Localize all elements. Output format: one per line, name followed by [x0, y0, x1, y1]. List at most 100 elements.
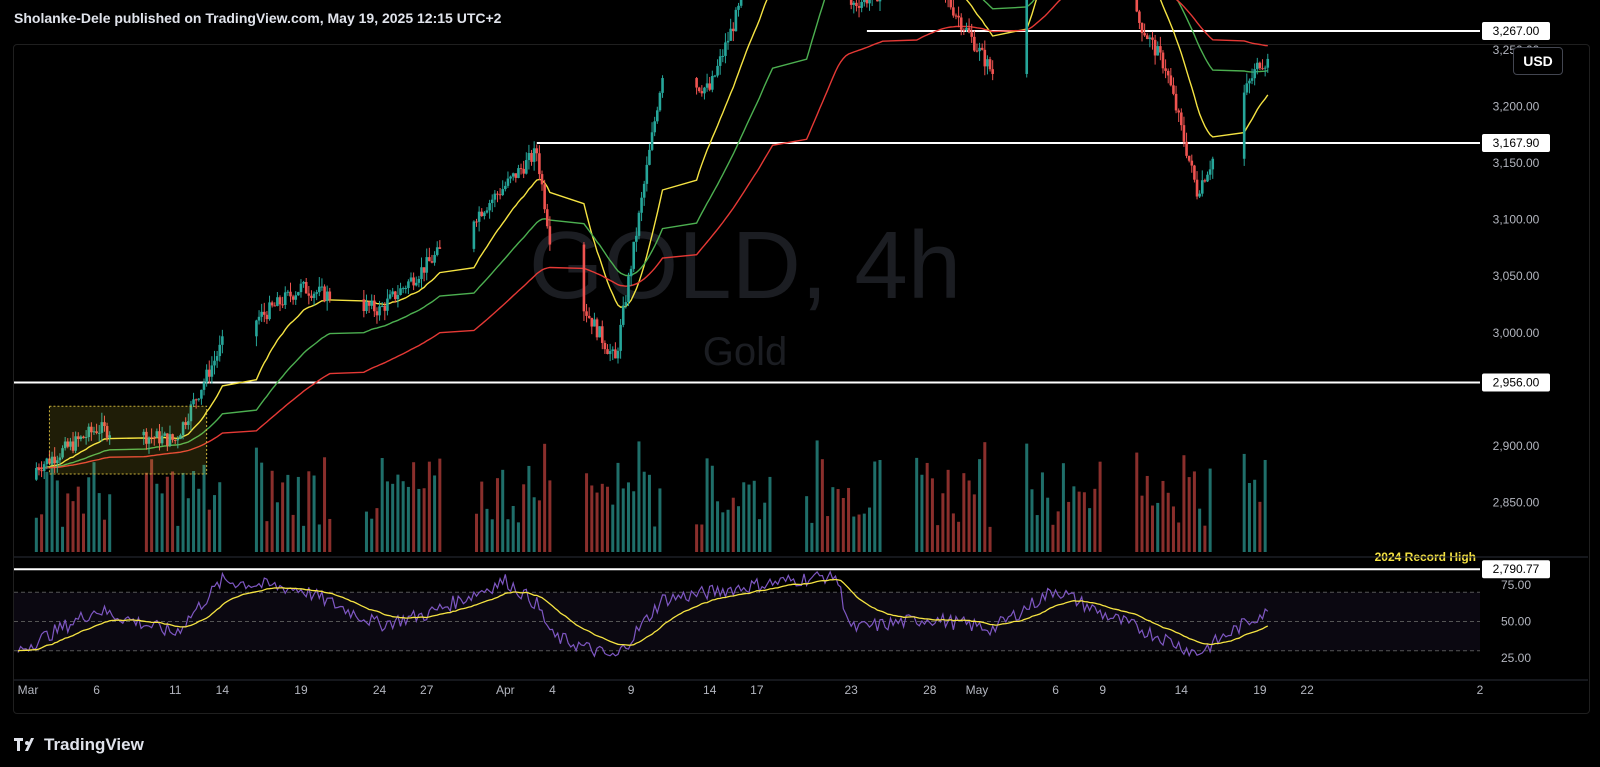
candle-body [658, 92, 662, 111]
currency-button[interactable]: USD [1513, 47, 1563, 75]
candle-body [621, 305, 625, 325]
volume-bar [317, 524, 321, 552]
candle-body [401, 288, 405, 290]
chart-area[interactable] [13, 44, 1590, 714]
volume-bar [286, 474, 290, 552]
tradingview-logo-icon [14, 738, 38, 752]
candle-body [590, 317, 594, 327]
candle-body [695, 78, 698, 88]
time-tick-label: May [966, 683, 989, 697]
candle-body [207, 369, 211, 377]
time-tick-label: 14 [216, 683, 230, 697]
candle-body [661, 78, 664, 93]
candle-body [957, 15, 960, 18]
candle-body [1153, 39, 1157, 56]
candle-body [548, 226, 552, 245]
candle-body [218, 344, 222, 357]
volume-bar [55, 480, 59, 552]
candle-body [215, 356, 219, 361]
candle-body [708, 83, 711, 90]
candle-body [37, 467, 41, 471]
time-axis[interactable]: Mar 6 11 14 19 24 27 Apr 4 9 14 17 23 28 May 6 9 14 19 22 2 [14, 679, 1588, 697]
candle-body [1208, 169, 1212, 175]
volume-bar [763, 502, 767, 552]
candle-body [716, 65, 719, 76]
volume-bar [150, 459, 154, 552]
volume-bar [527, 465, 531, 552]
volume-bar [590, 485, 594, 552]
candle-body [370, 300, 374, 306]
volume-bar [915, 457, 919, 552]
candle-body [147, 437, 151, 444]
volume-bar [1171, 506, 1175, 552]
candle-body [1156, 46, 1160, 56]
candle-body [855, 2, 858, 6]
footer-brand[interactable]: TradingView [14, 735, 144, 755]
candle-body [268, 302, 271, 320]
candle-body [1169, 75, 1173, 86]
candle-body [488, 203, 491, 211]
publisher-header: Sholanke-Dele published on TradingView.c… [14, 10, 502, 26]
candle-body [1200, 180, 1204, 194]
candle-body [1177, 110, 1180, 113]
candle-body [202, 382, 206, 390]
price-axis[interactable]: 3,400.003,267.003,167.902,956.002,790.77… [1482, 0, 1550, 579]
candle-body [543, 184, 546, 210]
candle-body [629, 268, 633, 277]
candle-body [255, 320, 258, 337]
volume-bar [946, 469, 950, 552]
candle-body [983, 49, 987, 67]
volume-bar [1198, 508, 1202, 552]
volume-bar [312, 475, 316, 552]
candle-body [954, 15, 958, 17]
price-tick-label: 3,050.00 [1493, 269, 1540, 283]
candle-body [645, 164, 649, 184]
candle-body [600, 326, 604, 343]
volume-bar [1093, 488, 1097, 552]
volume-bar [752, 480, 756, 552]
volume-bar [962, 473, 966, 552]
candle-body [1211, 158, 1215, 170]
volume-bar [422, 488, 426, 552]
candle-body [595, 319, 599, 338]
candle-body [650, 132, 654, 150]
candle-body [97, 432, 101, 434]
candle-body [724, 42, 727, 56]
candle-body [168, 434, 172, 446]
candle-body [718, 56, 722, 66]
volume-bar [328, 518, 332, 552]
candle-body [624, 302, 628, 306]
candle-body [1143, 33, 1146, 36]
candle-body [48, 458, 51, 464]
candle-body [1195, 179, 1199, 197]
candle-body [988, 59, 992, 70]
volume-bar [700, 524, 704, 552]
price-tick-label: 3,150.00 [1493, 156, 1540, 170]
candle-body [637, 212, 641, 236]
candle-body [1198, 193, 1201, 197]
candle-body [391, 291, 394, 295]
candle-body [100, 422, 104, 433]
candle-body [545, 209, 549, 227]
candle-body [414, 282, 418, 286]
volume-bar [658, 488, 662, 552]
candle-body [276, 297, 279, 306]
volume-bar [606, 486, 610, 552]
candle-body [1140, 22, 1144, 34]
candle-body [171, 434, 174, 440]
volume-bar [1051, 524, 1055, 552]
candle-body [511, 173, 515, 177]
candle-body [962, 29, 966, 31]
volume-bar [626, 482, 630, 552]
candle-body [477, 211, 481, 222]
candle-body [108, 435, 112, 438]
candle-body [1182, 125, 1186, 142]
time-tick-label: 27 [420, 683, 434, 697]
volume-bar [260, 462, 264, 552]
candle-body [176, 439, 180, 441]
time-tick-label: 17 [750, 683, 764, 697]
volume-bar [936, 525, 940, 552]
volume-bar [1258, 501, 1262, 552]
volume-bar [102, 519, 106, 552]
